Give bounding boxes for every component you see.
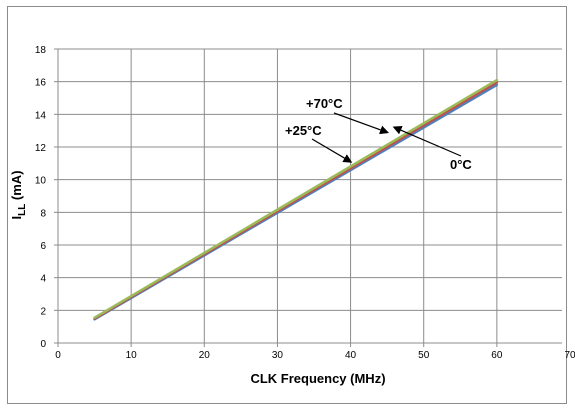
x-tick-label-30: 30 [272,350,284,361]
y-axis-title-main: I [9,216,24,220]
y-tick-label-0: 0 [40,339,46,350]
series-line-2 [93,78,499,319]
x-tick-label-70: 70 [564,350,575,361]
tick-labels: 0 10 20 30 40 50 60 70 0 2 4 6 8 10 12 14 16 18 [35,45,575,361]
x-tick-label-10: 10 [126,350,138,361]
x-tick-label-50: 50 [418,350,430,361]
x-tick-label-40: 40 [345,350,357,361]
y-tick-label-8: 8 [40,208,46,219]
x-tick-label-0: 0 [55,350,61,361]
y-tick-label-16: 16 [35,78,47,89]
grid [58,48,562,343]
y-axis-title-sub: LL [17,204,28,216]
y-axis-title-unit: (mA) [9,170,24,203]
x-tick-label-60: 60 [491,350,503,361]
annotation-arrow-0 [333,112,390,135]
y-tick-label-10: 10 [35,176,47,187]
annotation-arrow-1 [311,138,353,163]
annotation-label-1: +25°C [285,123,322,138]
y-axis-title: ILL (mA) [9,170,28,219]
y-tick-label-18: 18 [35,45,47,56]
y-tick-label-6: 6 [40,241,46,252]
series-lines [93,78,499,321]
annotations: +70°C +25°C 0°C [285,96,472,172]
annotation-label-0: +70°C [306,96,343,111]
y-tick-label-12: 12 [35,143,47,154]
x-tick-label-20: 20 [199,350,211,361]
x-axis-title: CLK Frequency (MHz) [250,371,385,386]
y-tick-label-14: 14 [35,110,47,121]
annotation-arrow-2 [392,126,462,157]
annotation-label-2: 0°C [450,157,472,172]
axes [54,48,562,347]
y-tick-label-2: 2 [40,306,46,317]
y-tick-label-4: 4 [40,274,46,285]
